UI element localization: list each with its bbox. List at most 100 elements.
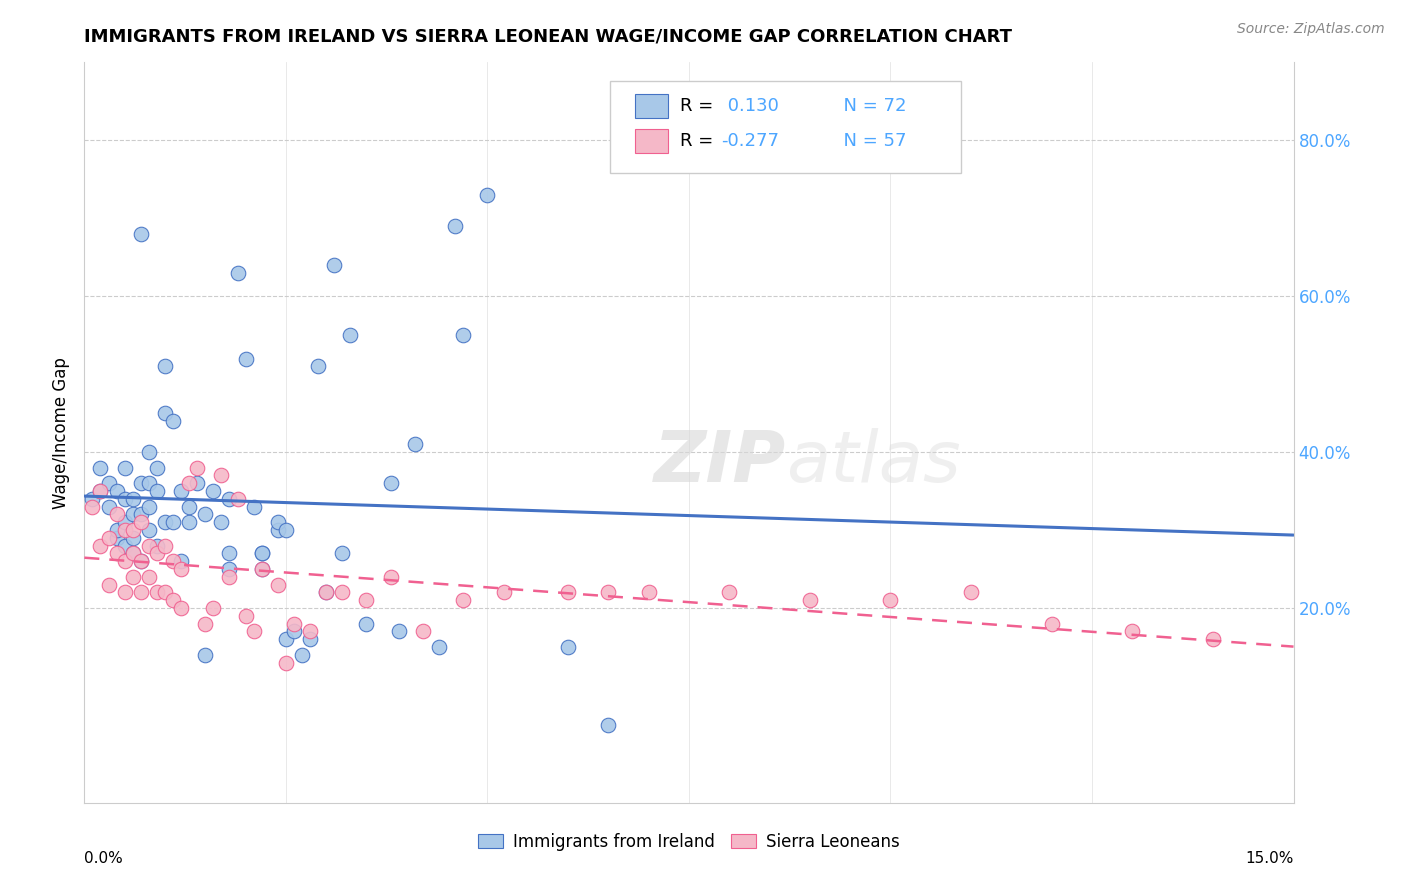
Point: [121, 570, 143, 584]
Point: [250, 546, 273, 560]
Point: [412, 624, 434, 639]
Point: [129, 585, 152, 599]
Point: [114, 460, 136, 475]
Point: [82, 491, 104, 506]
Point: [105, 508, 128, 522]
Point: [598, 585, 620, 599]
Point: [242, 624, 264, 639]
Point: [114, 491, 136, 506]
Point: [299, 632, 322, 647]
Point: [170, 562, 193, 576]
Point: [138, 476, 160, 491]
Text: R =: R =: [681, 96, 720, 115]
Point: [283, 616, 305, 631]
Point: [330, 585, 353, 599]
Point: [97, 476, 120, 491]
Point: [121, 531, 143, 545]
Point: [170, 554, 193, 568]
Point: [235, 351, 257, 366]
Text: Source: ZipAtlas.com: Source: ZipAtlas.com: [1237, 22, 1385, 37]
Point: [209, 515, 232, 529]
Point: [105, 523, 128, 537]
Point: [97, 577, 120, 591]
Point: [274, 632, 297, 647]
Point: [121, 546, 143, 560]
Point: [250, 562, 273, 576]
Point: [146, 484, 169, 499]
Point: [114, 554, 136, 568]
Point: [557, 585, 579, 599]
Point: [129, 554, 152, 568]
Y-axis label: Wage/Income Gap: Wage/Income Gap: [52, 357, 70, 508]
Point: [218, 562, 240, 576]
Point: [267, 515, 290, 529]
Point: [121, 491, 143, 506]
Point: [129, 227, 152, 241]
Point: [162, 414, 184, 428]
Point: [218, 570, 240, 584]
Point: [146, 539, 169, 553]
Point: [146, 585, 169, 599]
Text: atlas: atlas: [786, 428, 960, 497]
Point: [153, 585, 176, 599]
Point: [153, 406, 176, 420]
Point: [283, 624, 305, 639]
Point: [226, 491, 249, 506]
Point: [202, 601, 225, 615]
Point: [89, 484, 111, 499]
Point: [194, 648, 217, 662]
Point: [557, 640, 579, 654]
Point: [315, 585, 337, 599]
Bar: [634, 129, 668, 153]
Point: [89, 484, 111, 499]
Point: [451, 593, 474, 607]
Point: [1040, 616, 1063, 631]
Text: R =: R =: [681, 132, 720, 150]
Point: [129, 515, 152, 529]
Legend: Immigrants from Ireland, Sierra Leoneans: Immigrants from Ireland, Sierra Leoneans: [471, 826, 907, 857]
Point: [299, 624, 322, 639]
Point: [235, 608, 257, 623]
Point: [179, 476, 201, 491]
Point: [121, 508, 143, 522]
Point: [153, 359, 176, 374]
Point: [356, 593, 378, 607]
Point: [121, 546, 143, 560]
Point: [209, 468, 232, 483]
Point: [114, 515, 136, 529]
Point: [274, 656, 297, 670]
Point: [146, 460, 169, 475]
Point: [105, 484, 128, 499]
Point: [598, 718, 620, 732]
Point: [226, 266, 249, 280]
Point: [114, 523, 136, 537]
Point: [97, 531, 120, 545]
Point: [339, 328, 361, 343]
Point: [267, 523, 290, 537]
Point: [97, 500, 120, 514]
Text: 0.0%: 0.0%: [84, 851, 124, 866]
Point: [179, 500, 201, 514]
Point: [250, 562, 273, 576]
Point: [170, 601, 193, 615]
Point: [960, 585, 983, 599]
Point: [307, 359, 329, 374]
Point: [1202, 632, 1225, 647]
Point: [138, 570, 160, 584]
Point: [162, 515, 184, 529]
Point: [179, 515, 201, 529]
Point: [380, 476, 402, 491]
Point: [404, 437, 426, 451]
Point: [186, 476, 208, 491]
Point: [129, 508, 152, 522]
Text: IMMIGRANTS FROM IRELAND VS SIERRA LEONEAN WAGE/INCOME GAP CORRELATION CHART: IMMIGRANTS FROM IRELAND VS SIERRA LEONEA…: [84, 28, 1012, 45]
Point: [114, 585, 136, 599]
Point: [153, 539, 176, 553]
Point: [427, 640, 450, 654]
Point: [291, 648, 314, 662]
Point: [388, 624, 411, 639]
Point: [138, 445, 160, 459]
Point: [202, 484, 225, 499]
Text: N = 72: N = 72: [831, 96, 905, 115]
Point: [637, 585, 659, 599]
